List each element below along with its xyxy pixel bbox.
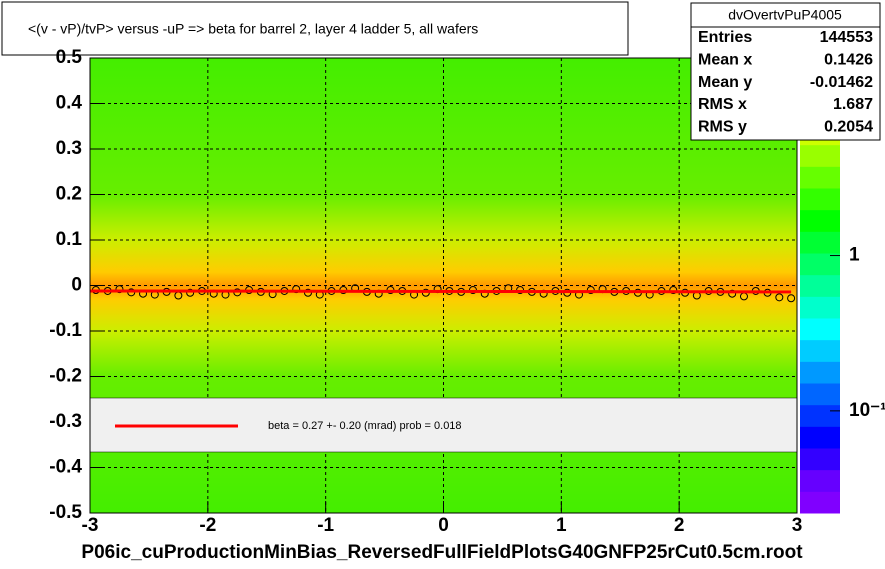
z-tick-label: 10⁻¹ — [849, 400, 885, 421]
profile-point — [186, 288, 195, 297]
stats-label: Entries — [698, 29, 752, 46]
color-scale-step — [800, 426, 840, 449]
z-tick-label: 1 — [849, 245, 860, 266]
stats-label: Mean y — [698, 74, 752, 91]
legend-text: beta = 0.27 +- 0.20 (mrad) prob = 0.018 — [268, 420, 462, 432]
color-scale-step — [800, 296, 840, 319]
fit-line — [89, 289, 792, 294]
x-tick-label: 2 — [674, 515, 685, 536]
y-tick-label: -0.1 — [49, 320, 82, 341]
chart-title: <(v - vP)/tvP> versus -uP => beta for ba… — [28, 21, 478, 37]
stats-label: RMS x — [698, 96, 747, 113]
x-tick-label: 0 — [438, 515, 449, 536]
profile-point — [586, 286, 595, 295]
x-tick-label: -2 — [199, 515, 216, 536]
color-scale-step — [800, 339, 840, 362]
stats-box — [690, 2, 881, 141]
color-scale-step — [800, 231, 840, 254]
x-tick-label: 1 — [556, 515, 567, 536]
x-tick-label: -1 — [317, 515, 334, 536]
stats-value: 1.687 — [833, 96, 873, 113]
stats-label: Mean x — [698, 52, 752, 69]
x-tick-label: 3 — [792, 515, 803, 536]
color-scale-step — [800, 209, 840, 232]
stats-value: 144553 — [820, 29, 873, 46]
profile-point — [775, 293, 784, 302]
color-scale-step — [800, 361, 840, 384]
y-tick-label: 0.5 — [56, 47, 83, 68]
title-box — [1, 1, 629, 56]
color-scale-step — [800, 383, 840, 406]
stats-label: RMS y — [698, 118, 747, 135]
color-scale-step — [800, 253, 840, 276]
color-scale-step — [800, 404, 840, 427]
stats-value: 0.1426 — [824, 52, 873, 69]
stats-name: dvOvertvPuP4005 — [728, 7, 842, 23]
color-scale-step — [800, 144, 840, 167]
file-name: P06ic_cuProductionMinBias_ReversedFullFi… — [81, 542, 803, 563]
y-tick-label: -0.3 — [49, 411, 82, 432]
y-tick-label: 0.3 — [56, 138, 82, 159]
color-scale-step — [800, 166, 840, 189]
frame — [89, 57, 798, 514]
y-tick-label: -0.2 — [49, 366, 82, 387]
color-scale-step — [800, 469, 840, 492]
color-scale-step — [800, 318, 840, 341]
profile-point — [115, 285, 124, 294]
x-tick-label: -3 — [82, 515, 99, 536]
color-scale-step — [800, 274, 840, 297]
color-scale-step — [800, 491, 840, 514]
color-scale-step — [800, 448, 840, 471]
profile-point — [303, 288, 312, 297]
y-tick-label: 0 — [71, 275, 82, 296]
y-tick-label: 0.1 — [56, 229, 83, 250]
y-tick-label: 0.4 — [56, 93, 83, 114]
profile-point — [669, 286, 678, 295]
y-tick-label: -0.4 — [49, 457, 82, 478]
y-tick-label: 0.2 — [56, 184, 82, 205]
stats-value: -0.01462 — [810, 74, 873, 91]
profile-point — [787, 294, 796, 303]
color-scale-step — [800, 188, 840, 211]
y-tick-label: -0.5 — [49, 502, 82, 523]
stats-value: 0.2054 — [824, 118, 873, 135]
profile-point — [728, 289, 737, 298]
